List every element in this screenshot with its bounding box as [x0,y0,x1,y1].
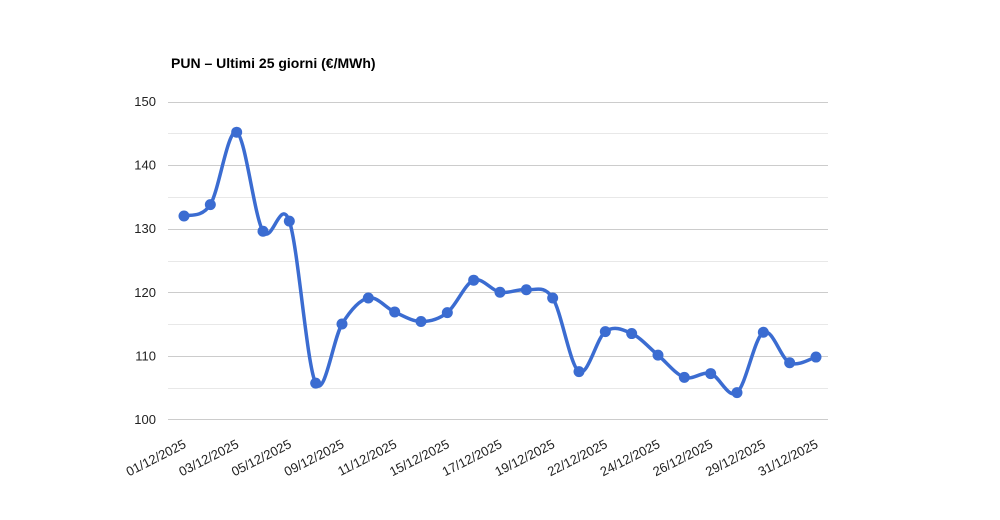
data-point-marker[interactable] [415,315,427,327]
data-point-marker[interactable] [389,306,401,318]
gridlines-group [168,102,828,420]
y-tick-label: 100 [134,412,156,427]
data-point-marker[interactable] [283,215,295,227]
x-tick-label: 01/12/2025 [124,436,189,479]
data-point-marker[interactable] [494,286,506,298]
x-tick-label: 31/12/2025 [756,436,821,479]
data-point-marker[interactable] [678,371,690,383]
data-point-marker[interactable] [257,225,269,237]
data-point-marker[interactable] [626,328,638,340]
y-tick-label: 140 [134,158,156,173]
data-point-marker[interactable] [757,326,769,338]
data-point-marker[interactable] [784,357,796,369]
x-axis-labels: 01/12/202503/12/202505/12/202509/12/2025… [124,436,821,479]
data-point-marker[interactable] [362,292,374,304]
data-point-marker[interactable] [520,284,532,296]
x-tick-label: 15/12/2025 [387,436,452,479]
data-point-marker[interactable] [468,274,480,286]
x-tick-label: 09/12/2025 [282,436,347,479]
data-point-marker[interactable] [599,326,611,338]
y-tick-label: 120 [134,285,156,300]
x-tick-label: 22/12/2025 [545,436,610,479]
data-point-marker[interactable] [652,349,664,361]
data-point-marker[interactable] [441,307,453,319]
y-tick-label: 150 [134,94,156,109]
data-point-marker[interactable] [547,292,559,304]
x-tick-label: 24/12/2025 [598,436,663,479]
data-point-marker[interactable] [336,318,348,330]
data-point-marker[interactable] [204,199,216,211]
data-point-marker[interactable] [810,351,822,363]
data-point-marker[interactable] [731,387,743,399]
data-point-marker[interactable] [705,368,717,380]
y-tick-label: 110 [135,348,156,363]
x-tick-label: 29/12/2025 [703,436,768,479]
y-axis-labels: 100 110 120 130 140 150 [134,94,156,427]
y-tick-label: 130 [134,221,156,236]
chart-title: PUN – Ultimi 25 giorni (€/MWh) [171,55,376,71]
data-point-marker[interactable] [231,126,243,138]
data-point-marker[interactable] [573,366,585,378]
x-tick-label: 17/12/2025 [440,436,505,479]
data-point-marker[interactable] [310,377,322,389]
data-point-marker[interactable] [178,210,190,222]
x-tick-label: 05/12/2025 [229,436,294,479]
series-line [182,130,818,396]
data-points-group [178,126,822,399]
